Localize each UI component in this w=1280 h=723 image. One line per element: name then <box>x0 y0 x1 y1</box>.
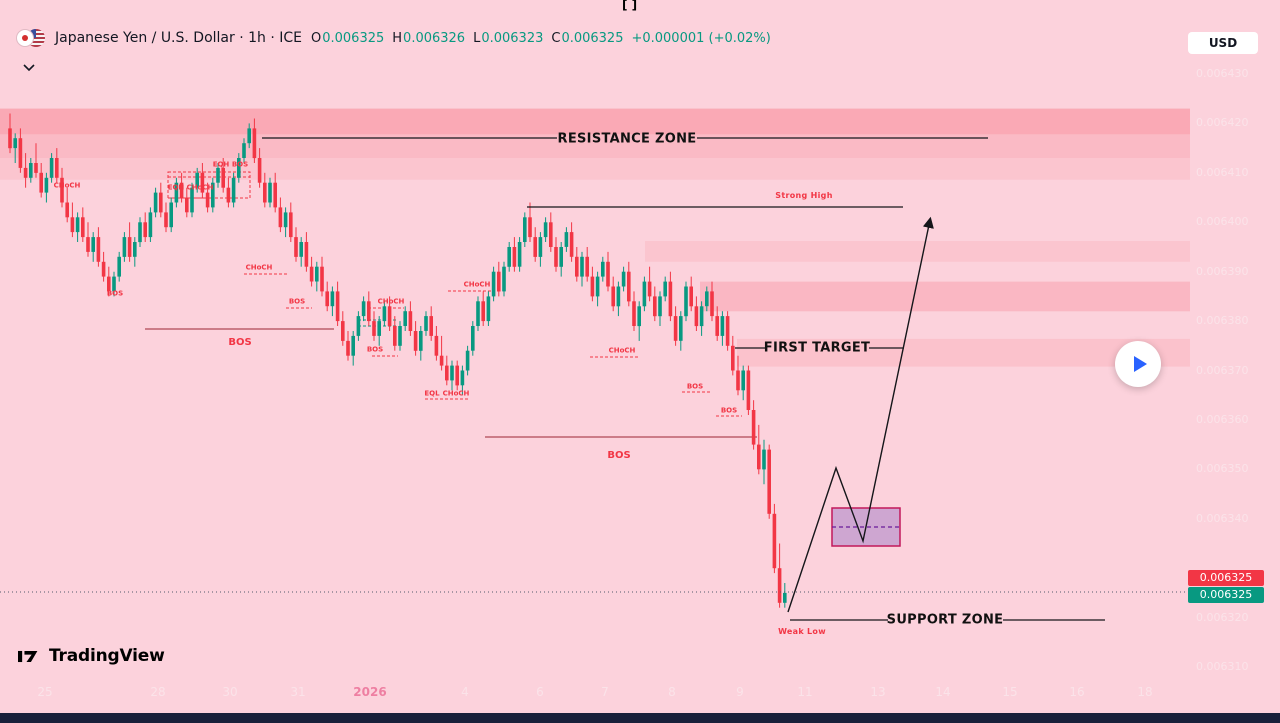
low-label: L <box>473 30 481 46</box>
time-axis-label: 8 <box>668 685 676 699</box>
change-value: +0.000001 (+0.02%) <box>631 30 771 46</box>
close-value: 0.006325 <box>561 30 624 46</box>
time-axis-label: 2026 <box>353 685 387 699</box>
price-axis-label: 0.006310 <box>1196 660 1249 673</box>
smc-label-choch[interactable]: CHoCH <box>442 389 470 398</box>
price-tag: 0.006325 <box>1188 570 1264 586</box>
ohlc-values: O 0.006325 H 0.006326 L 0.006323 C 0.006325 … <box>311 31 771 46</box>
price-axis-label: 0.006410 <box>1196 166 1249 179</box>
smc-label-eqh[interactable]: EQH <box>167 183 185 192</box>
smc-label-choch[interactable]: CHoCH <box>245 263 273 272</box>
time-axis-label: 16 <box>1069 685 1085 699</box>
smc-label-bos[interactable]: BOS <box>228 337 252 348</box>
smc-label-eqh[interactable]: EQH <box>212 160 230 169</box>
smc-label-bos[interactable]: BOS <box>366 345 384 354</box>
smc-label-choch[interactable]: CHoCH <box>53 181 81 190</box>
price-tag: 0.006325 <box>1188 587 1264 603</box>
open-label: O <box>311 30 322 46</box>
time-axis-label: 28 <box>150 685 166 699</box>
low-value: 0.006323 <box>481 30 544 46</box>
time-axis-label: 30 <box>222 685 238 699</box>
smc-label-bos[interactable]: BOS <box>288 297 306 306</box>
time-axis-label: 7 <box>601 685 609 699</box>
price-axis-label: 0.006400 <box>1196 215 1249 228</box>
tradingview-logo-text: TradingView <box>49 646 165 666</box>
first-target-label[interactable]: FIRST TARGET <box>763 340 871 356</box>
strong-high-label[interactable]: Strong High <box>775 191 833 200</box>
bottom-bar <box>0 713 1280 723</box>
time-axis-label: 9 <box>736 685 744 699</box>
price-axis-label: 0.006420 <box>1196 116 1249 129</box>
symbol-title[interactable]: Japanese Yen / U.S. Dollar · 1h · ICE <box>55 30 302 46</box>
time-axis-label: 4 <box>461 685 469 699</box>
price-axis-label: 0.006360 <box>1196 413 1249 426</box>
smc-label-choch[interactable]: CHoCH <box>463 280 491 289</box>
support-zone-label[interactable]: SUPPORT ZONE <box>886 612 1004 628</box>
open-value: 0.006325 <box>322 30 385 46</box>
jpy-flag-icon <box>16 29 34 47</box>
time-axis-label: 6 <box>536 685 544 699</box>
resistance-zone-label[interactable]: RESISTANCE ZONE <box>557 131 697 147</box>
price-axis-label: 0.006350 <box>1196 462 1249 475</box>
time-axis-label: 11 <box>797 685 813 699</box>
smc-label-bos[interactable]: BOS <box>607 450 631 461</box>
smc-label-bos[interactable]: BOS <box>720 406 738 415</box>
price-axis-label: 0.006430 <box>1196 67 1249 80</box>
smc-label-bos[interactable]: BOS <box>686 382 704 391</box>
price-axis-label: 0.006390 <box>1196 265 1249 278</box>
crop-artifact: [ ] <box>622 0 638 12</box>
close-label: C <box>551 30 561 46</box>
smc-label-eql[interactable]: EQL <box>424 389 440 398</box>
tradingview-logo-icon <box>18 650 38 662</box>
smc-label-bos[interactable]: BOS <box>106 289 124 298</box>
smc-label-choch[interactable]: CHoCH <box>377 297 405 306</box>
time-axis-label: 18 <box>1137 685 1153 699</box>
price-axis-label: 0.006340 <box>1196 512 1249 525</box>
price-axis-label: 0.006320 <box>1196 611 1249 624</box>
time-axis-label: 31 <box>290 685 306 699</box>
smc-label-bos[interactable]: BOS <box>231 160 249 169</box>
high-label: H <box>392 30 403 46</box>
price-axis-label: 0.006370 <box>1196 364 1249 377</box>
high-value: 0.006326 <box>403 30 466 46</box>
smc-label-choch[interactable]: CHoCH <box>186 183 214 192</box>
weak-low-label[interactable]: Weak Low <box>778 627 826 636</box>
time-axis-label: 15 <box>1002 685 1018 699</box>
time-axis-label: 13 <box>870 685 886 699</box>
symbol-pair-icon <box>16 29 46 47</box>
time-axis-label: 14 <box>935 685 951 699</box>
play-icon <box>1133 356 1147 372</box>
tradingview-logo[interactable]: TradingView <box>18 646 165 666</box>
time-axis-label: 25 <box>37 685 53 699</box>
price-axis-label: 0.006380 <box>1196 314 1249 327</box>
chevron-down-icon[interactable] <box>22 57 36 76</box>
currency-usd-button[interactable]: USD <box>1188 32 1258 54</box>
smc-label-choch[interactable]: CHoCH <box>608 346 636 355</box>
play-button[interactable] <box>1115 341 1161 387</box>
